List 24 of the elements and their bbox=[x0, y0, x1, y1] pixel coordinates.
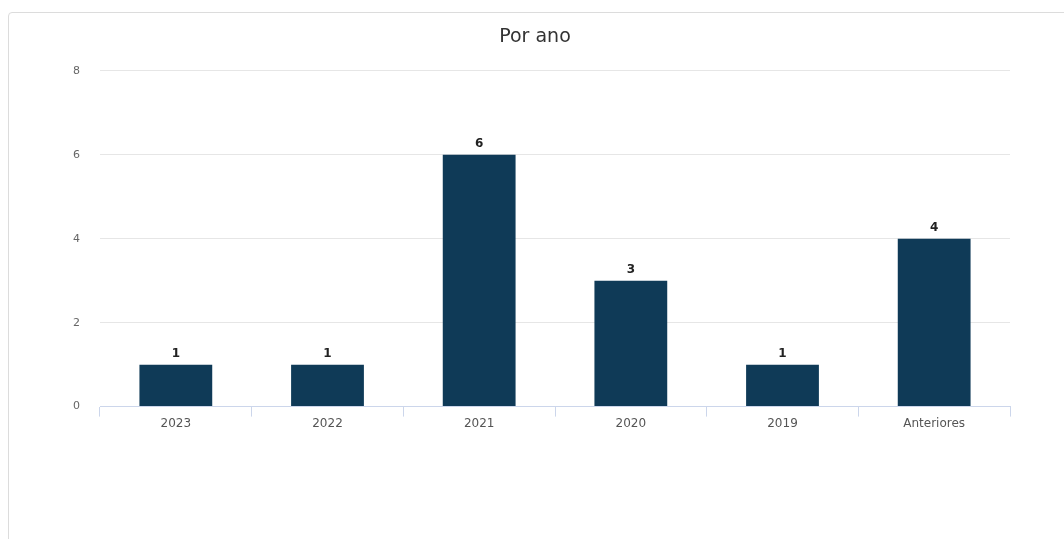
x-tick-label: 2019 bbox=[767, 415, 798, 430]
data-label: 1 bbox=[778, 345, 787, 360]
y-tick-label: 6 bbox=[73, 147, 80, 161]
data-label: 6 bbox=[474, 135, 484, 150]
bar bbox=[139, 364, 213, 407]
y-tick-label: 0 bbox=[73, 399, 80, 413]
data-label: 1 bbox=[171, 345, 181, 360]
x-tick-label: Anteriores bbox=[903, 415, 966, 430]
data-label: 1 bbox=[323, 345, 332, 360]
y-tick-label: 8 bbox=[73, 63, 80, 77]
x-tick-label: 2021 bbox=[463, 415, 495, 430]
bar bbox=[291, 364, 364, 407]
bar bbox=[594, 280, 668, 407]
bar bbox=[442, 154, 516, 407]
x-tick-label: 2022 bbox=[312, 415, 343, 430]
chart-title: Por ano bbox=[499, 24, 571, 47]
x-tick-label: 2020 bbox=[615, 415, 647, 430]
bar bbox=[746, 364, 819, 407]
x-tick-label: 2023 bbox=[160, 415, 192, 430]
data-label: 3 bbox=[626, 261, 636, 276]
bar bbox=[897, 238, 971, 407]
y-tick-label: 2 bbox=[73, 315, 80, 329]
y-tick-label: 4 bbox=[73, 231, 80, 245]
data-label: 4 bbox=[929, 219, 939, 234]
